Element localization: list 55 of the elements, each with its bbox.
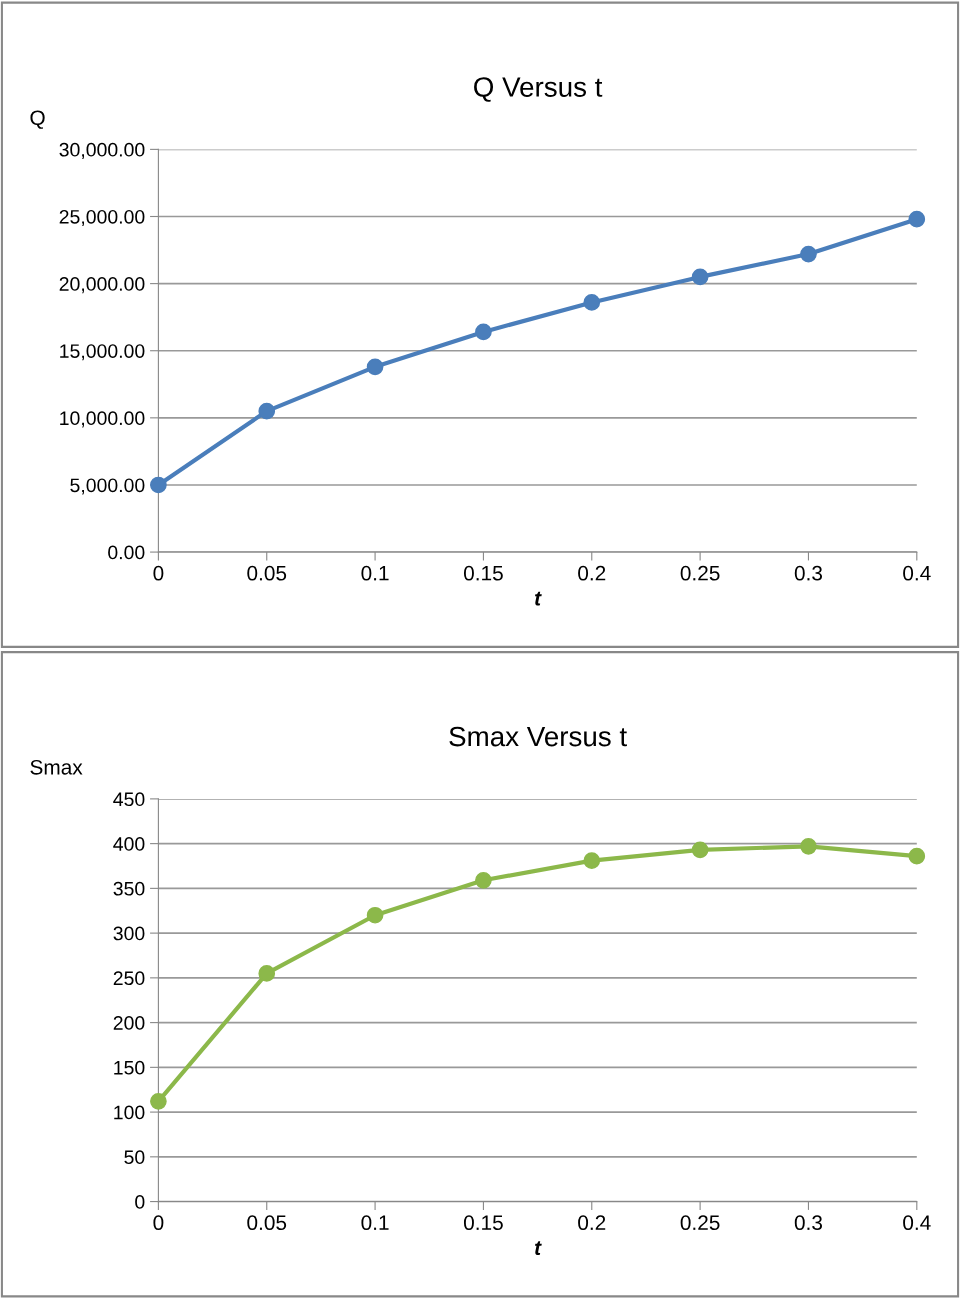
- point: [475, 323, 492, 341]
- y-axis-title: Smax: [30, 759, 83, 775]
- point: [150, 476, 167, 494]
- x-tick-label: 0: [153, 1215, 164, 1231]
- y-tick-label: 250: [113, 971, 145, 986]
- x-tick-label: 0.1: [361, 565, 389, 581]
- y-tick-label: 5,000.00: [70, 478, 145, 495]
- point: [800, 245, 817, 263]
- point: [583, 294, 601, 311]
- x-tick-label: 0.05: [247, 1215, 287, 1231]
- x-tick-label: 0.15: [463, 565, 503, 581]
- point: [258, 402, 276, 420]
- x-tick-label: 0.3: [794, 1215, 823, 1231]
- x-tick-label: 0.3: [794, 565, 823, 581]
- y-tick-label: 300: [113, 926, 145, 941]
- chart-title: Smax Versus t: [449, 726, 627, 747]
- x-tick-label: 0.05: [247, 565, 287, 581]
- chart-title: Q Versus t: [474, 77, 603, 102]
- y-tick-label: 10,000.00: [60, 411, 145, 428]
- point: [366, 906, 384, 924]
- x-tick-label: 0.25: [680, 565, 720, 581]
- y-tick-label: 400: [113, 837, 145, 851]
- point: [800, 837, 817, 855]
- point: [150, 1093, 167, 1110]
- x-tick-label: 0: [153, 565, 164, 581]
- y-tick-label: 30,000.00: [59, 142, 145, 159]
- x-axis-title: t: [535, 1241, 542, 1256]
- y-tick-label: 15,000.00: [60, 344, 145, 361]
- point: [583, 852, 601, 869]
- point: [691, 268, 709, 286]
- point: [691, 841, 709, 859]
- y-axis-title: Q: [30, 110, 45, 129]
- y-tick-label: 0.00: [108, 545, 145, 560]
- y-tick-label: 50: [124, 1150, 145, 1165]
- y-tick-label: 0: [135, 1195, 145, 1209]
- y-tick-label: 200: [113, 1016, 145, 1030]
- point: [366, 358, 384, 376]
- x-tick-label: 0.2: [578, 565, 606, 581]
- point: [908, 210, 926, 228]
- x-tick-label: 0.4: [903, 1215, 931, 1231]
- x-tick-label: 0.4: [903, 565, 931, 581]
- y-tick-label: 20,000.00: [59, 277, 145, 294]
- y-tick-label: 25,000.00: [59, 209, 145, 227]
- point: [258, 965, 276, 982]
- x-tick-label: 0.2: [578, 1215, 606, 1231]
- x-tick-label: 0.1: [361, 1215, 389, 1231]
- x-tick-label: 0.25: [680, 1215, 720, 1231]
- point: [908, 847, 926, 865]
- x-axis-title: t: [535, 591, 542, 606]
- point: [475, 871, 492, 889]
- y-tick-label: 450: [113, 792, 145, 807]
- y-tick-label: 150: [114, 1060, 145, 1075]
- y-tick-label: 350: [113, 881, 145, 896]
- y-tick-label: 100: [114, 1105, 145, 1120]
- x-tick-label: 0.15: [463, 1215, 503, 1231]
